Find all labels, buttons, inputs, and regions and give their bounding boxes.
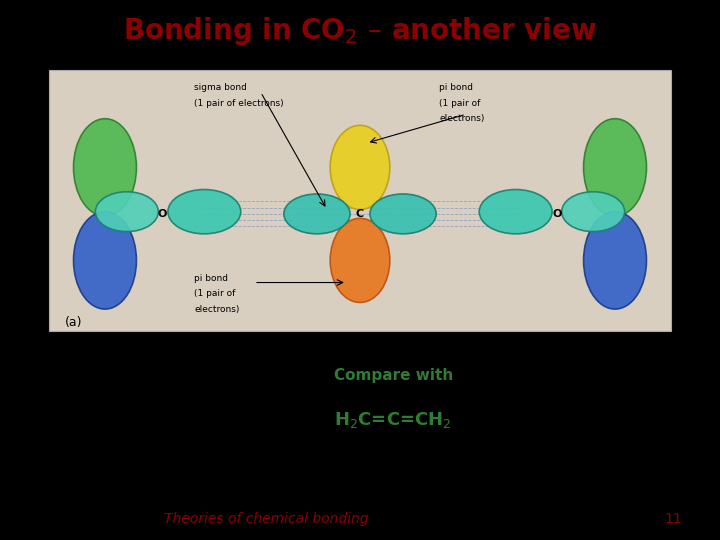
Ellipse shape [583,119,647,216]
Text: O: O [248,368,266,388]
Ellipse shape [168,190,240,234]
Text: Compare with: Compare with [333,368,453,383]
Text: (1 pair of: (1 pair of [194,289,235,298]
Ellipse shape [330,125,390,210]
Ellipse shape [284,194,350,234]
Bar [49,70,671,331]
Text: O: O [454,368,472,388]
Text: Bonding in CO$_2$ – another view: Bonding in CO$_2$ – another view [123,15,597,47]
Text: (1 pair of: (1 pair of [439,99,481,107]
Text: O: O [553,209,562,219]
Text: C: C [352,368,368,388]
Text: (1 pair of electrons): (1 pair of electrons) [194,99,284,107]
Text: Theories of chemical bonding: Theories of chemical bonding [164,512,369,526]
Text: pi bond: pi bond [194,274,228,282]
Text: H$_2$C=C=CH$_2$: H$_2$C=C=CH$_2$ [333,410,451,430]
Ellipse shape [562,192,625,232]
Ellipse shape [480,190,552,234]
Text: sigma bond: sigma bond [194,83,247,92]
Ellipse shape [73,119,137,216]
Text: 11: 11 [665,512,682,526]
Ellipse shape [370,194,436,234]
Text: (a): (a) [66,316,83,329]
Ellipse shape [330,218,390,302]
Text: (b): (b) [66,440,83,453]
Ellipse shape [95,192,158,232]
Text: C: C [356,209,364,219]
Ellipse shape [583,212,647,309]
Ellipse shape [73,212,137,309]
Text: electrons): electrons) [439,114,485,123]
Text: electrons): electrons) [194,305,240,314]
Text: pi bond: pi bond [439,83,474,92]
Text: O: O [158,209,167,219]
